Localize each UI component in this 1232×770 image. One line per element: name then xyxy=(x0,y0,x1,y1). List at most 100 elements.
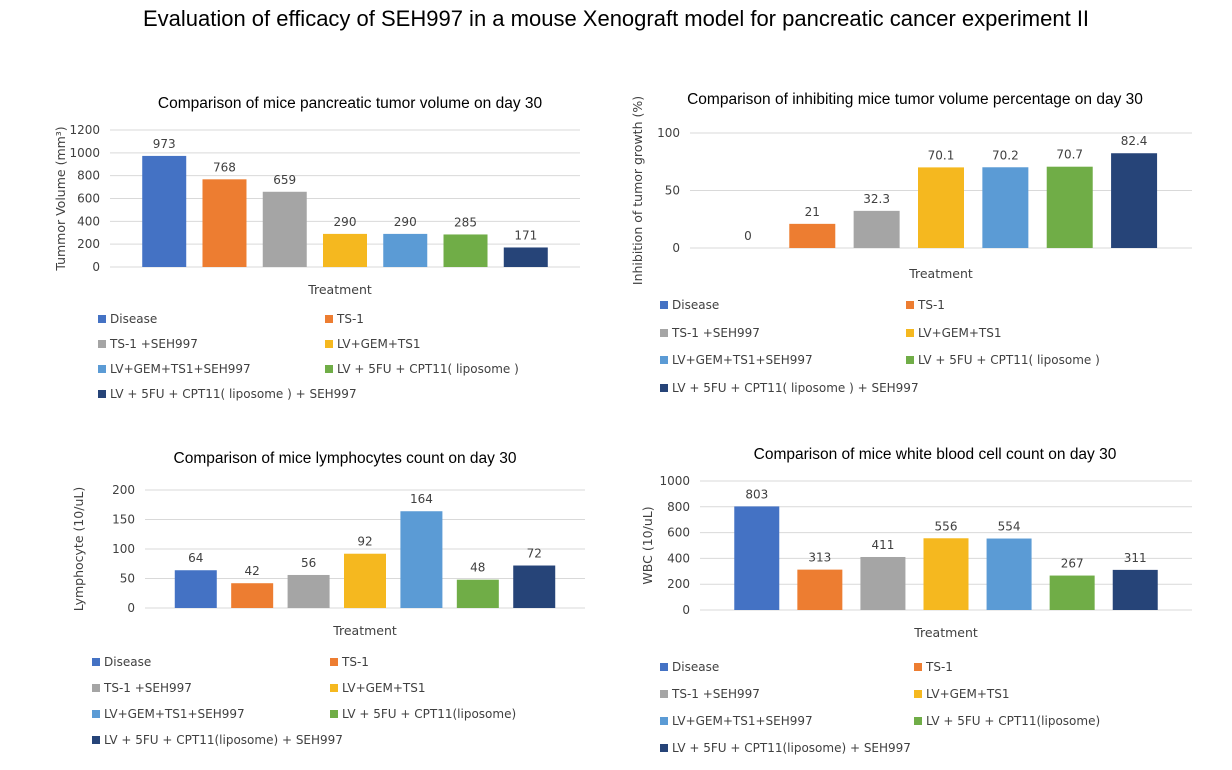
legend-swatch xyxy=(660,383,668,392)
bar-3 xyxy=(262,191,307,267)
y-tick-label: 1200 xyxy=(69,123,100,137)
x-axis-title: Treatment xyxy=(908,266,973,281)
legend-item: TS-1 xyxy=(906,298,945,312)
y-tick-label: 50 xyxy=(120,572,135,586)
legend-swatch xyxy=(660,356,668,364)
chart-title: Comparison of mice pancreatic tumor volu… xyxy=(158,95,543,112)
data-label: 659 xyxy=(273,173,296,187)
page-title: Evaluation of efficacy of SEH997 in a mo… xyxy=(142,6,1090,31)
y-tick-label: 0 xyxy=(682,603,690,617)
legend-label: LV + 5FU + CPT11(liposome) xyxy=(926,714,1101,728)
legend-item: LV + 5FU + CPT11(liposome) + SEH997 xyxy=(660,741,911,755)
legend-swatch xyxy=(98,365,106,373)
legend-item: TS-1 xyxy=(325,312,364,326)
legend-swatch xyxy=(325,340,333,348)
y-tick-label: 400 xyxy=(77,214,100,228)
data-label: 56 xyxy=(301,556,316,570)
data-label: 32.3 xyxy=(863,192,890,206)
data-label: 411 xyxy=(871,538,894,552)
legend-item: LV + 5FU + CPT11( liposome ) xyxy=(906,353,1100,367)
legend-swatch xyxy=(660,328,668,337)
data-label: 82.4 xyxy=(1121,134,1148,148)
legend-swatch xyxy=(92,710,100,718)
legend-label: TS-1 +SEH997 xyxy=(672,325,760,340)
y-tick-label: 0 xyxy=(672,241,680,255)
data-label: 171 xyxy=(514,228,537,242)
chart-title: Comparison of inhibiting mice tumor volu… xyxy=(687,91,1143,108)
legend-label: LV+GEM+TS1+SEH997 xyxy=(110,362,251,376)
legend-label: TS-1 xyxy=(926,660,953,674)
legend-label: LV+GEM+TS1+SEH997 xyxy=(104,707,245,721)
y-tick-label: 150 xyxy=(112,513,135,527)
legend-label: Disease xyxy=(672,660,720,674)
bar-1 xyxy=(734,506,780,610)
data-label: 290 xyxy=(394,215,417,229)
legend-item: Disease xyxy=(660,298,719,312)
data-label: 0 xyxy=(744,229,752,243)
bar-6 xyxy=(443,234,488,267)
legend-item: Disease xyxy=(92,655,151,669)
bar-2 xyxy=(202,179,247,267)
y-tick-label: 50 xyxy=(665,184,680,198)
legend-item: LV+GEM+TS1+SEH997 xyxy=(660,714,813,728)
chart-title: Comparison of mice lymphocytes count on … xyxy=(174,450,517,467)
legend-swatch xyxy=(98,315,106,323)
bar-6 xyxy=(1049,575,1095,610)
legend-item: LV+GEM+TS1+SEH997 xyxy=(98,362,251,376)
legend-swatch xyxy=(92,736,100,744)
bar-7 xyxy=(1112,569,1158,610)
legend-label: LV+GEM+TS1 xyxy=(926,687,1010,701)
bar-7 xyxy=(503,247,548,267)
data-label: 311 xyxy=(1124,551,1147,565)
legend-item: TS-1 +SEH997 xyxy=(660,687,760,701)
data-label: 70.7 xyxy=(1056,148,1083,162)
legend-swatch xyxy=(660,717,668,725)
chart-title: Comparison of mice white blood cell coun… xyxy=(754,446,1117,463)
y-tick-label: 600 xyxy=(667,526,690,540)
bar-5 xyxy=(982,167,1029,248)
bar-3 xyxy=(287,574,330,608)
legend-item: LV+GEM+TS1 xyxy=(906,326,1002,340)
legend-item: TS-1 +SEH997 xyxy=(92,681,192,695)
data-label: 21 xyxy=(805,205,820,219)
legend-label: TS-1 +SEH997 xyxy=(672,687,760,701)
y-axis-title: WBC (10/uL) xyxy=(640,506,655,584)
data-label: 803 xyxy=(745,487,768,501)
bar-7 xyxy=(513,565,556,608)
legend-item: TS-1 +SEH997 xyxy=(98,337,198,351)
data-label: 92 xyxy=(357,535,372,549)
legend-label: LV+GEM+TS1 xyxy=(337,337,421,351)
bar-1 xyxy=(142,155,187,267)
legend-swatch xyxy=(660,663,668,671)
data-label: 72 xyxy=(527,547,542,561)
legend-swatch xyxy=(914,663,922,671)
y-tick-label: 0 xyxy=(127,601,135,615)
legend-item: LV+GEM+TS1+SEH997 xyxy=(92,707,245,721)
legend-label: LV + 5FU + CPT11(liposome) xyxy=(342,707,517,721)
legend-swatch xyxy=(330,658,338,666)
y-axis-title: Tummor Volume (mm³) xyxy=(53,126,68,271)
bar-6 xyxy=(1046,166,1093,248)
legend-item: LV+GEM+TS1 xyxy=(914,687,1010,701)
data-label: 768 xyxy=(213,160,236,174)
legend-label: TS-1 xyxy=(342,655,369,669)
bar-4 xyxy=(918,167,964,248)
legend-label: TS-1 +SEH997 xyxy=(104,681,192,695)
legend-swatch xyxy=(660,744,668,752)
legend-item: LV + 5FU + CPT11( liposome ) + SEH997 xyxy=(98,387,357,401)
legend-label: LV+GEM+TS1+SEH997 xyxy=(672,353,813,367)
bar-5 xyxy=(400,511,443,608)
y-tick-label: 100 xyxy=(657,126,680,140)
y-tick-label: 800 xyxy=(77,169,100,183)
legend-label: TS-1 xyxy=(918,298,945,312)
legend-swatch xyxy=(330,710,338,718)
legend-label: LV + 5FU + CPT11(liposome) + SEH997 xyxy=(672,741,911,755)
legend-item: LV + 5FU + CPT11(liposome) xyxy=(914,714,1100,728)
x-axis-title: Treatment xyxy=(913,625,978,640)
data-label: 285 xyxy=(454,215,477,229)
bar-4 xyxy=(923,538,969,610)
legend-label: LV + 5FU + CPT11(liposome) + SEH997 xyxy=(104,733,343,747)
data-label: 313 xyxy=(808,551,831,565)
